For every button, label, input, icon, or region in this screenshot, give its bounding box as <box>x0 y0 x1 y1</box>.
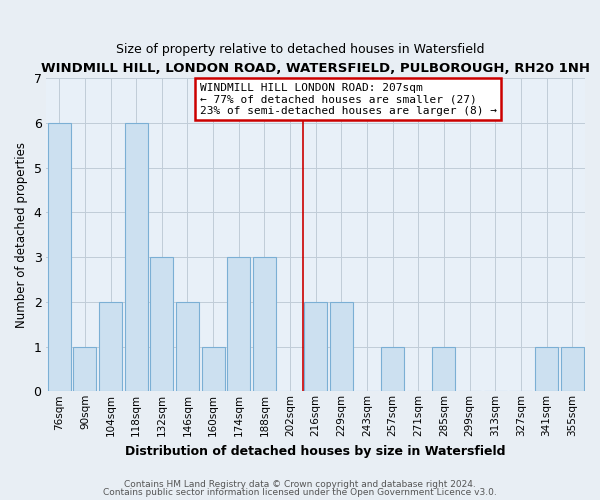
Text: Size of property relative to detached houses in Watersfield: Size of property relative to detached ho… <box>116 42 484 56</box>
Bar <box>125 123 148 392</box>
X-axis label: Distribution of detached houses by size in Watersfield: Distribution of detached houses by size … <box>125 444 506 458</box>
Bar <box>99 302 122 392</box>
Bar <box>47 123 71 392</box>
Text: Contains HM Land Registry data © Crown copyright and database right 2024.: Contains HM Land Registry data © Crown c… <box>124 480 476 489</box>
Bar <box>176 302 199 392</box>
Bar <box>73 346 97 392</box>
Bar <box>202 346 224 392</box>
Y-axis label: Number of detached properties: Number of detached properties <box>15 142 28 328</box>
Text: Contains public sector information licensed under the Open Government Licence v3: Contains public sector information licen… <box>103 488 497 497</box>
Bar <box>535 346 558 392</box>
Bar <box>330 302 353 392</box>
Title: WINDMILL HILL, LONDON ROAD, WATERSFIELD, PULBOROUGH, RH20 1NH: WINDMILL HILL, LONDON ROAD, WATERSFIELD,… <box>41 62 590 76</box>
Bar <box>381 346 404 392</box>
Bar <box>227 257 250 392</box>
Bar <box>433 346 455 392</box>
Bar <box>253 257 276 392</box>
Text: WINDMILL HILL LONDON ROAD: 207sqm
← 77% of detached houses are smaller (27)
23% : WINDMILL HILL LONDON ROAD: 207sqm ← 77% … <box>200 83 497 116</box>
Bar <box>304 302 327 392</box>
Bar <box>150 257 173 392</box>
Bar <box>560 346 584 392</box>
